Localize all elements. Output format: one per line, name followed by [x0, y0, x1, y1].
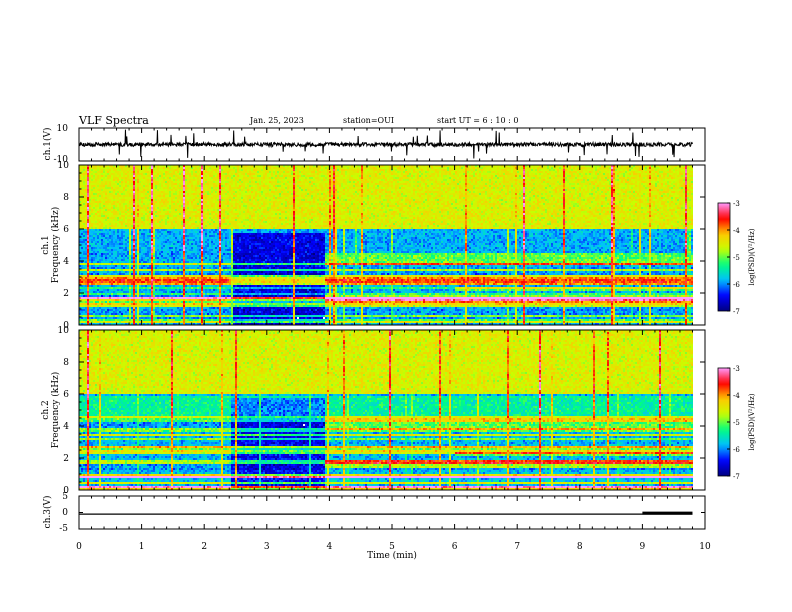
date-label: Jan. 25, 2023	[249, 116, 304, 125]
waveform-ch1-trace	[78, 129, 693, 159]
ch1-spectrogram-ytick-label: 0	[63, 321, 69, 331]
time-tick-label: 1	[139, 542, 145, 552]
cb2-tick-label: -6	[733, 446, 740, 454]
cb2-tick-label: -4	[733, 392, 740, 400]
ch1-spectrogram-ytick-label: 10	[58, 161, 70, 171]
cb1-tick-label: -5	[733, 254, 740, 262]
figure-title: VLF Spectra	[78, 114, 149, 127]
cb1-tick-label: -3	[733, 200, 740, 208]
time-tick-label: 8	[577, 542, 583, 552]
time-axis-label: Time (min)	[367, 550, 417, 561]
ch2-spectrogram-ytick-label: 6	[63, 390, 69, 400]
cb2-tick-label: -5	[733, 419, 740, 427]
time-tick-label: 10	[699, 542, 711, 552]
ch2-spectrogram-ylabel-line1: ch.2	[41, 400, 51, 419]
colorbar-ch1: -3 -4 -5 -6 -7 log(PSD)(V²/Hz)	[717, 200, 756, 316]
ch1-spectrogram-ytick-label: 4	[63, 257, 69, 267]
station-label: station=OUI	[343, 116, 394, 125]
time-tick-label: 4	[327, 542, 333, 552]
ch3-waveform-ylabel: ch.3(V)	[42, 496, 53, 529]
cb2-label: log(PSD)(V²/Hz)	[748, 393, 756, 450]
ch3-ytick-mid: 0	[62, 508, 68, 518]
spectrogram-ch2-panel: 0 2 4 6 8 10 ch.2 Frequency (kHz)	[41, 326, 706, 496]
time-tick-label: 7	[514, 542, 520, 552]
ch3-ytick-top: 5	[62, 492, 68, 502]
cb1-label: log(PSD)(V²/Hz)	[748, 228, 756, 285]
ch2-spectrogram-ytick-label: 4	[63, 422, 69, 432]
cb1-tick-label: -6	[733, 281, 740, 289]
spectrogram-ch1-panel: 0 2 4 6 8 10 ch.1 Frequency (kHz)	[41, 161, 706, 331]
colorbar-ch2: -3 -4 -5 -6 -7 log(PSD)(V²/Hz)	[717, 365, 756, 481]
ch2-spectrogram-ytick-label: 8	[63, 358, 69, 368]
spectrogram-ch2-image	[79, 330, 705, 490]
cb1-tick-label: -7	[733, 308, 740, 316]
spectrogram-ch1-image	[79, 165, 705, 325]
ch1-spectrogram-ytick-label: 8	[63, 193, 69, 203]
time-tick-label: 3	[264, 542, 270, 552]
time-tick-label: 6	[452, 542, 458, 552]
ch1-spectrogram-ytick-label: 6	[63, 225, 69, 235]
ch2-spectrogram-ytick-label: 2	[63, 454, 69, 464]
ch1-ytick-bottom: -10	[54, 155, 69, 165]
time-axis: 0 1 2 3 4 5 6 7 8 9 10	[76, 128, 711, 552]
ch1-spectrogram-ytick-label: 2	[63, 289, 69, 299]
time-tick-label: 0	[76, 542, 82, 552]
ch1-waveform-ylabel: ch.1(V)	[42, 128, 53, 161]
ch1-spectrogram-ylabel-line2: Frequency (kHz)	[50, 207, 61, 284]
time-tick-label: 2	[201, 542, 207, 552]
ch1-spectrogram-ylabel-line1: ch.1	[41, 235, 51, 254]
cb2-tick-label: -3	[733, 365, 740, 373]
ch1-ytick-top: 10	[57, 124, 69, 134]
cb1-tick-label: -4	[733, 227, 740, 235]
start-ut-label: start UT = 6 : 10 : 0	[437, 116, 518, 125]
ch2-spectrogram-ylabel-line2: Frequency (kHz)	[50, 372, 61, 449]
cb2-tick-label: -7	[733, 473, 740, 481]
ch3-ytick-bottom: -5	[59, 524, 68, 534]
time-tick-label: 5	[389, 542, 395, 552]
time-tick-label: 9	[640, 542, 646, 552]
ch2-spectrogram-ytick-label: 10	[58, 326, 70, 336]
ch2-spectrogram-ytick-label: 0	[63, 486, 69, 496]
